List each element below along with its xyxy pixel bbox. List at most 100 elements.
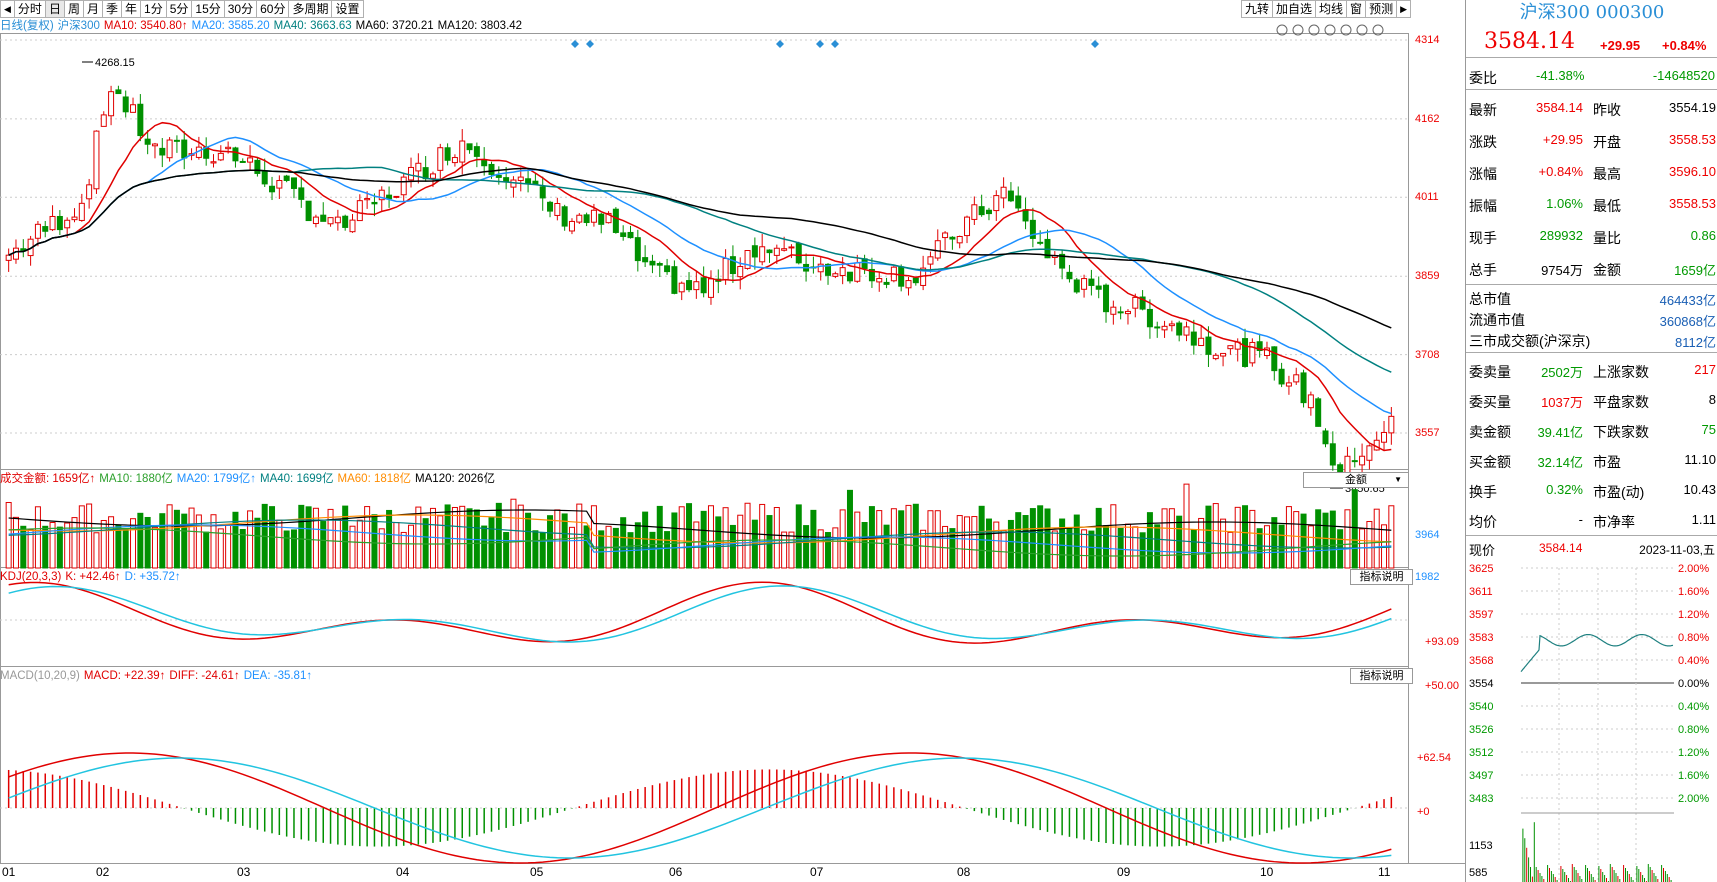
candle [627,231,634,239]
mini-right-label: 1.20% [1678,747,1709,759]
dropdown-arrow-icon: ▼ [1394,475,1402,484]
mini-right-label: 1.60% [1678,770,1709,782]
order-value: - [1578,512,1583,527]
tab-10[interactable]: 60分 [257,0,290,18]
candle [1176,322,1183,336]
tab-6[interactable]: 1分 [141,0,167,18]
order-value: 10.43 [1683,482,1716,497]
current-price: 3584.14 [1484,29,1575,54]
volume-bar [100,519,107,569]
volume-bar [42,525,49,569]
mini-price: 3584.14 [1539,541,1583,555]
candle [1359,455,1366,466]
tab-12[interactable]: 设置 [332,0,364,18]
market-label: 三市成交额(沪深京) [1469,333,1591,349]
volume-bar [846,489,853,569]
tab-0[interactable]: 分时 [14,0,46,18]
kdj-help-button[interactable]: 指标说明 [1350,569,1413,585]
volume-selector[interactable]: 金额 ▼ [1303,472,1409,488]
candle [1220,352,1227,357]
tab-2[interactable]: 周 [64,0,84,18]
legend-item: MA40: 3663.63 [273,20,352,32]
tab-3[interactable]: 月 [83,0,103,18]
legend-item: MA60: 3720.21 [355,20,434,32]
quote-value: 9754万 [1541,263,1583,278]
order-value: 2502万 [1541,365,1583,380]
legend-item: MACD: +22.39↑ [83,670,166,682]
candle [239,160,246,163]
intraday-mini-chart[interactable]: 3625 2.00% 3611 1.60% 3597 1.20% 3583 0.80% 3568… [1466,558,1717,882]
tool-2[interactable]: 均线 [1316,0,1348,18]
prev-icon[interactable]: ◀ [0,0,15,18]
next-icon[interactable]: ▶ [1397,0,1411,18]
zoom-in-icon[interactable] [1356,24,1368,36]
tab-7[interactable]: 5分 [166,0,193,18]
market-value: 464433亿 [1659,293,1716,308]
mini-right-label: 1.20% [1678,609,1709,621]
candle [495,174,502,178]
window-icon[interactable] [1340,24,1352,36]
mini-left-label: 3554 [1469,678,1493,690]
candle [868,268,875,282]
tab-9[interactable]: 30分 [224,0,258,18]
quote-label: 振幅 [1469,198,1497,214]
candle [590,209,597,223]
candle [583,214,590,224]
tool-1[interactable]: 加自选 [1273,0,1317,18]
candle [1285,382,1292,387]
candle [759,246,766,263]
quote-label: 金额 [1593,262,1621,278]
zoom-out-icon[interactable] [1372,24,1384,36]
quote-panel: 沪深300 000300 3584.14 +29.95 +0.84% 委比 -4… [1465,0,1717,882]
volume-bar [115,525,122,569]
candle [159,147,166,156]
x-axis-label: 03 [237,865,251,879]
candle [393,195,400,198]
candle [912,277,919,284]
kdj-axis-label: +50.00 [1425,680,1459,692]
scissors-icon[interactable] [1324,24,1336,36]
tab-4[interactable]: 季 [102,0,122,18]
order-value: 8 [1708,392,1716,407]
undo-icon[interactable] [1308,24,1320,36]
mini-left-label: 3497 [1469,770,1493,782]
tab-1[interactable]: 日 [45,0,65,18]
tool-3[interactable]: 窗 [1347,0,1367,18]
tool-0[interactable]: 九转 [1241,0,1274,18]
tab-11[interactable]: 多周期 [289,0,333,18]
period-toolbar: ◀ 分时日周月季年 1分 5分 15分 30分 60分 多周期 设置 [0,0,364,18]
order-value: 0.32% [1546,482,1583,497]
volume-bar [495,502,502,569]
price-axis-label: 3557 [1415,427,1440,439]
legend-item: 成交金额: 1659亿↑ [0,473,96,485]
tool-4[interactable]: 预测 [1366,0,1398,18]
mini-right-label: 1.60% [1678,586,1709,598]
candle [1059,253,1066,269]
candle [78,202,85,221]
candle [481,159,488,167]
volume-bar [1351,489,1358,569]
candle [342,215,349,228]
quote-label: 涨幅 [1469,166,1497,182]
hand-icon[interactable] [1292,24,1304,36]
order-label: 市净率 [1593,514,1635,530]
candle [722,258,729,281]
legend-item: MA10: 1880亿 [99,473,173,485]
legend-item: D: +35.72↑ [124,571,181,583]
volume-bar [364,506,371,569]
tab-8[interactable]: 15分 [192,0,225,18]
volume-bar [568,526,575,569]
macd-help-button[interactable]: 指标说明 [1350,668,1413,684]
volume-bar [349,525,356,569]
candle [364,198,371,201]
tab-5[interactable]: 年 [122,0,142,18]
candle [108,91,115,117]
candle [312,216,319,225]
candle [1190,331,1197,346]
candle [327,217,334,225]
main-legend: 日线(复权) 沪深300 MA10: 3540.80↑ MA20: 3585.20 MA… [0,18,526,34]
candle [744,250,751,269]
eye-icon[interactable] [1276,24,1288,36]
quote-value: 3596.10 [1669,164,1716,179]
